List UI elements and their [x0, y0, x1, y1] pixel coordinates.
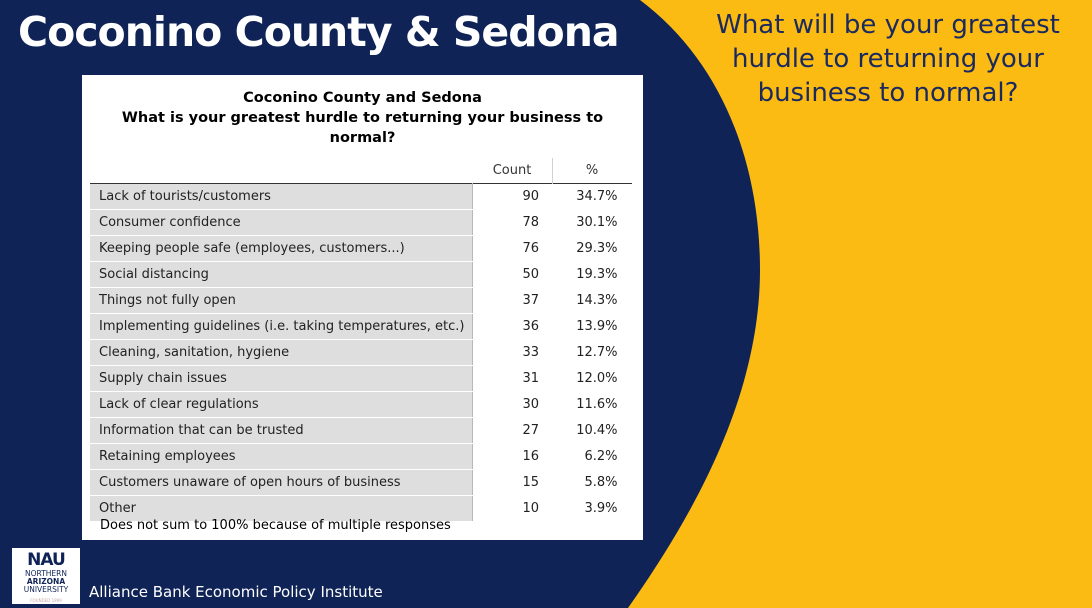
cell-pct: 13.9% [552, 313, 632, 340]
cell-count: 90 [472, 183, 552, 210]
cell-count: 27 [472, 417, 552, 444]
cell-count: 30 [472, 391, 552, 418]
cell-pct: 30.1% [552, 209, 632, 236]
cell-count: 36 [472, 313, 552, 340]
header-percent: % [551, 158, 632, 184]
header-count: Count [492, 163, 532, 178]
slide-question: What will be your greatest hurdle to ret… [716, 10, 1060, 108]
slide-title: Coconino County & Sedona [18, 8, 620, 56]
cell-pct: 29.3% [552, 235, 632, 262]
nau-logo: NAU NORTHERN ARIZONA UNIVERSITY FOUNDED … [12, 548, 80, 604]
table-row: Customers unaware of open hours of busin… [90, 469, 632, 496]
table-row: Consumer confidence 78 30.1% [90, 209, 632, 236]
results-table: Count % Lack of tourists/customers 90 34.7… [90, 158, 632, 522]
table-row: Other 10 3.9% [90, 495, 632, 522]
logo-line2: ARIZONA [26, 577, 66, 586]
cell-label: Cleaning, sanitation, hygiene [90, 339, 473, 366]
cell-pct: 12.7% [552, 339, 632, 366]
table-header-row: Count % [90, 158, 632, 184]
cell-label: Retaining employees [90, 443, 473, 470]
table-row: Cleaning, sanitation, hygiene 33 12.7% [90, 339, 632, 366]
logo-founded: FOUNDED 1899 [30, 598, 62, 603]
cell-label: Consumer confidence [90, 209, 473, 236]
cell-pct: 6.2% [552, 443, 632, 470]
cell-pct: 11.6% [552, 391, 632, 418]
cell-label: Lack of clear regulations [90, 391, 473, 418]
cell-pct: 14.3% [552, 287, 632, 314]
cell-pct: 3.9% [552, 495, 632, 522]
table-row: Lack of clear regulations 30 11.6% [90, 391, 632, 418]
table-row: Supply chain issues 31 12.0% [90, 365, 632, 392]
table-row: Information that can be trusted 27 10.4% [90, 417, 632, 444]
table-row: Implementing guidelines (i.e. taking tem… [90, 313, 632, 340]
logo-acronym: NAU [27, 550, 66, 570]
cell-count: 10 [472, 495, 552, 522]
yellow-region [628, 0, 1092, 608]
cell-count: 16 [472, 443, 552, 470]
cell-label: Keeping people safe (employees, customer… [90, 235, 473, 262]
table-row: Keeping people safe (employees, customer… [90, 235, 632, 262]
table-title: Coconino County and Sedona What is your … [82, 88, 643, 148]
cell-pct: 34.7% [552, 183, 632, 210]
table-title-line2: What is your greatest hurdle to returnin… [121, 110, 604, 146]
cell-count: 78 [472, 209, 552, 236]
logo-line3: UNIVERSITY [23, 585, 69, 594]
cell-count: 50 [472, 261, 552, 288]
cell-label: Implementing guidelines (i.e. taking tem… [90, 313, 473, 340]
header-blank [90, 158, 473, 184]
cell-pct: 5.8% [552, 469, 632, 496]
cell-count: 15 [472, 469, 552, 496]
table-row: Social distancing 50 19.3% [90, 261, 632, 288]
table-title-line1: Coconino County and Sedona [243, 90, 482, 106]
cell-label: Lack of tourists/customers [90, 183, 473, 210]
table-row: Things not fully open 37 14.3% [90, 287, 632, 314]
cell-label: Information that can be trusted [90, 417, 473, 444]
cell-label: Customers unaware of open hours of busin… [90, 469, 473, 496]
cell-label: Other [90, 495, 473, 522]
table-row: Retaining employees 16 6.2% [90, 443, 632, 470]
cell-count: 76 [472, 235, 552, 262]
cell-count: 31 [472, 365, 552, 392]
cell-count: 33 [472, 339, 552, 366]
results-table-panel: Coconino County and Sedona What is your … [82, 75, 643, 540]
logo-line1: NORTHERN [25, 569, 67, 578]
cell-pct: 10.4% [552, 417, 632, 444]
cell-pct: 19.3% [552, 261, 632, 288]
table-footnote: Does not sum to 100% because of multiple… [100, 518, 451, 533]
cell-pct: 12.0% [552, 365, 632, 392]
institute-name: Alliance Bank Economic Policy Institute [89, 583, 383, 601]
cell-label: Things not fully open [90, 287, 473, 314]
table-row: Lack of tourists/customers 90 34.7% [90, 183, 632, 210]
cell-label: Social distancing [90, 261, 473, 288]
cell-count: 37 [472, 287, 552, 314]
cell-label: Supply chain issues [90, 365, 473, 392]
